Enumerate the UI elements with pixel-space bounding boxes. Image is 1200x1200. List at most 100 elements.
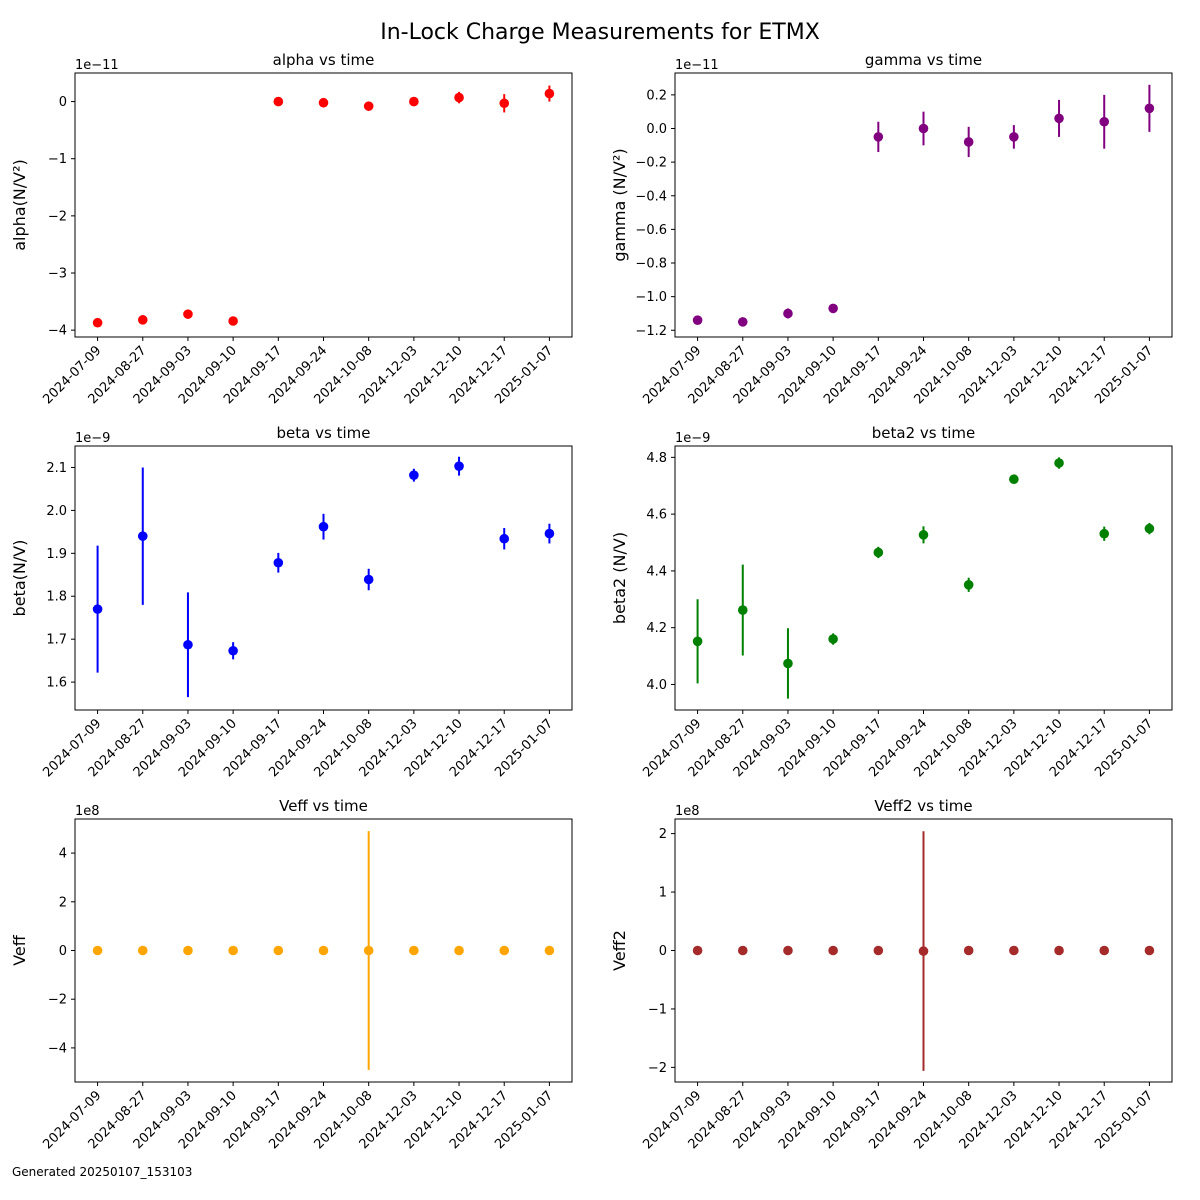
data-point (499, 98, 510, 109)
y-tick-label: −2 (648, 1061, 667, 1076)
y-tick-label: −1.0 (635, 290, 667, 305)
chart-title: beta2 vs time (872, 424, 975, 442)
y-tick-label: −1 (648, 1002, 667, 1017)
data-point (963, 580, 974, 590)
y-tick-label: −0.6 (635, 223, 667, 238)
y-tick-label: 4.8 (646, 451, 667, 466)
data-point (1099, 945, 1110, 956)
data-point (318, 945, 329, 956)
data-point (454, 945, 464, 956)
chart-title: gamma vs time (865, 51, 982, 69)
data-point (409, 945, 419, 956)
y-tick-label: 4.2 (646, 621, 667, 636)
y-axis-label: Veff2 (610, 930, 629, 971)
data-point (544, 88, 555, 99)
data-point (92, 604, 103, 614)
data-point (918, 123, 929, 134)
data-point (918, 946, 929, 956)
data-point (873, 132, 884, 142)
data-point (137, 945, 148, 956)
y-tick-label: 4.4 (646, 564, 667, 579)
y-tick-label: −1.2 (635, 324, 667, 339)
data-point (228, 316, 238, 326)
data-point (137, 315, 148, 325)
data-point (544, 528, 555, 539)
data-point (1144, 523, 1155, 534)
chart-panel-2: gamma vs time gamma (N/V²) 1e−11 0.2 0.0 −0.2… (610, 51, 1173, 407)
data-point (1144, 945, 1155, 956)
data-point (273, 96, 284, 107)
y-tick-label: −2 (48, 993, 67, 1008)
data-point (1144, 103, 1155, 114)
y-offset-text: 1e−11 (675, 58, 719, 73)
chart-title: Veff vs time (279, 797, 368, 815)
y-axis-label: Veff (10, 934, 29, 966)
data-point (183, 945, 193, 956)
y-axis-label: beta2 (N/V) (610, 532, 629, 624)
chart-panel-1: alpha vs timealpha(N/V²)1e−110−1−2−3−420… (10, 51, 573, 407)
data-point (828, 634, 838, 644)
y-tick-label: 1.6 (46, 676, 67, 691)
data-point (273, 945, 284, 956)
data-point (1009, 132, 1019, 142)
data-point (873, 945, 884, 956)
data-point (363, 574, 374, 585)
y-offset-text: 1e8 (675, 804, 700, 819)
data-point (737, 945, 748, 956)
y-tick-label: 1 (659, 886, 667, 901)
data-point (783, 945, 793, 956)
y-tick-label: 1.9 (46, 547, 67, 562)
data-point (783, 308, 793, 319)
y-tick-label: −4 (48, 1041, 67, 1056)
chart-title: alpha vs time (273, 51, 375, 69)
y-tick-label: 0 (59, 95, 67, 110)
data-point (409, 96, 419, 107)
data-point (228, 945, 238, 956)
y-tick-label: 2 (659, 827, 667, 842)
y-tick-label: 4 (59, 847, 67, 862)
data-point (363, 101, 374, 111)
y-tick-label: 1.7 (46, 633, 67, 648)
y-tick-label: −1 (48, 152, 67, 167)
data-point (318, 97, 329, 108)
data-point (92, 317, 103, 328)
data-point (737, 317, 748, 327)
y-offset-text: 1e−9 (75, 431, 110, 446)
y-tick-label: 2 (59, 895, 67, 910)
data-point (499, 533, 510, 544)
data-point (1099, 528, 1110, 539)
data-point (183, 309, 193, 319)
y-axis-label: gamma (N/V²) (610, 148, 629, 261)
figure-title: In-Lock Charge Measurements for ETMX (380, 20, 820, 45)
y-tick-label: −3 (48, 267, 67, 282)
data-point (737, 605, 748, 615)
y-tick-label: 4.0 (646, 678, 667, 693)
y-tick-label: −2 (48, 209, 67, 224)
y-tick-label: −0.2 (635, 156, 667, 171)
data-point (137, 531, 148, 541)
data-point (183, 639, 193, 650)
plot-frame (74, 72, 573, 338)
y-offset-text: 1e8 (75, 804, 100, 819)
y-tick-label: 0.0 (646, 122, 667, 137)
y-tick-label: 2.0 (46, 504, 67, 519)
data-point (1099, 116, 1110, 127)
data-point (318, 521, 329, 532)
data-point (1054, 458, 1064, 468)
y-tick-label: −0.4 (635, 189, 667, 204)
data-point (828, 303, 838, 314)
chart-panel-3: beta vs time beta(N/V) 1e−9 1.6 1.7 1.8 1.9 2.0… (10, 424, 573, 780)
data-point (454, 461, 464, 471)
data-point (409, 470, 419, 480)
data-point (1009, 474, 1019, 485)
y-axis-label: alpha(N/V²) (10, 159, 29, 251)
data-point (828, 945, 838, 956)
data-point (273, 557, 284, 568)
y-axis-label: beta(N/V) (10, 540, 29, 617)
chart-panel-5: Veff vs timeVeff1e8420−2−42024-07-092024… (10, 797, 573, 1152)
chart-title: Veff2 vs time (874, 797, 972, 815)
data-point (363, 945, 374, 956)
data-point (692, 636, 703, 647)
y-tick-label: 0 (59, 944, 67, 959)
data-point (692, 945, 703, 956)
